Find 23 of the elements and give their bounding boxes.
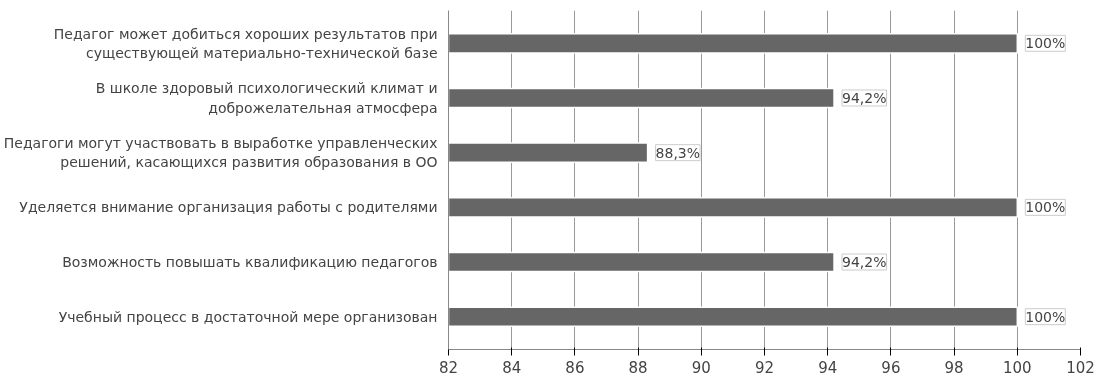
x-tick-label: 94 [818,358,838,377]
x-tick-label: 90 [691,358,711,377]
x-tick-label: 102 [1066,358,1095,377]
x-tick-label: 86 [565,358,585,377]
data-label: 88,3% [655,144,701,161]
y-tick-label: Педагог может добиться хороших результатов при существующей материально-технической базе [53,25,438,61]
y-tick-label: Возможность повышать квалификацию педагогов [62,254,438,271]
data-label: 100% [1025,35,1066,52]
x-tick-label: 96 [881,358,901,377]
y-tick-label: Уделяется внимание организация работы с родителями [19,199,438,216]
data-label: 94,2% [842,254,887,271]
x-tick-label: 84 [502,358,522,377]
x-tick-label: 100 [1002,358,1032,377]
x-tick-label: 88 [628,358,648,377]
data-label: 100% [1025,308,1066,325]
y-tick-label: В школе здоровый психологический климат и доброжелательная атмосфера [95,80,438,116]
y-tick-label: Учебный процесс в достаточной мере организован [58,308,438,325]
x-tick-label: 82 [438,358,459,377]
data-label: 100% [1025,199,1066,216]
x-tick-label: 98 [944,358,964,377]
x-tick-label: 92 [754,358,775,377]
y-tick-label: Педагоги могут участвовать в выработке управленческих решений, касающихся развития образования в ОО [3,135,438,171]
data-label: 94,2% [842,89,887,106]
